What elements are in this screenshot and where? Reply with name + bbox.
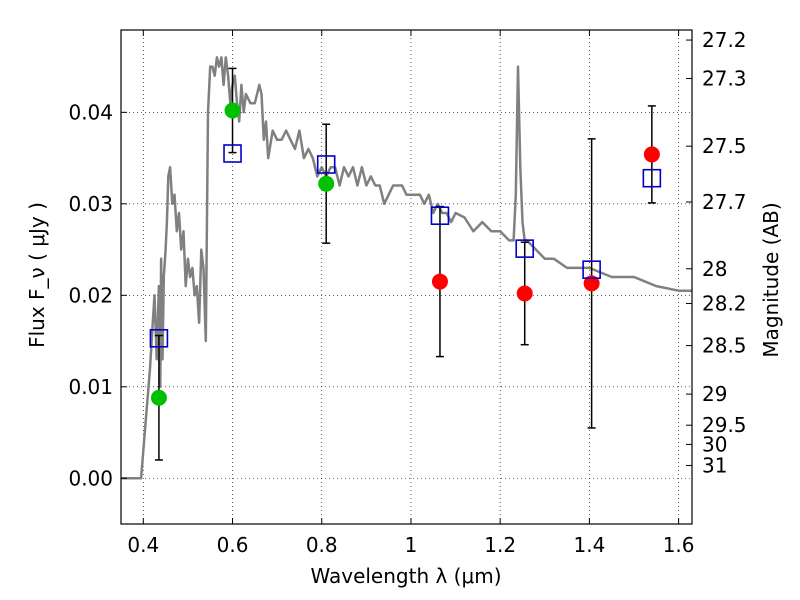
magnitude-tick-label: 27.7: [702, 190, 747, 214]
magnitude-tick-label: 27.3: [702, 66, 747, 90]
magnitude-tick-label: 28.5: [702, 334, 747, 358]
data-point-circle: [224, 102, 241, 119]
data-point-circle: [583, 275, 600, 292]
x-tick-label: 1.4: [573, 533, 605, 557]
model-point-square: [223, 144, 242, 163]
x-axis-title: Wavelength λ (μm): [310, 564, 501, 588]
y-tick-label: 0.00: [68, 466, 113, 490]
data-point-circle: [150, 389, 167, 406]
x-tick-label: 0.6: [217, 533, 249, 557]
y-axis-title: Flux F_ν ( μJy ): [25, 202, 49, 348]
y-tick-label: 0.02: [68, 283, 113, 307]
data-point-circle: [318, 175, 335, 192]
magnitude-tick-label: 29: [702, 382, 727, 406]
x-tick-label: 1.6: [663, 533, 695, 557]
x-tick-label: 1.2: [484, 533, 516, 557]
data-point-circle: [431, 273, 448, 290]
magnitude-tick-label: 28.2: [702, 292, 747, 316]
model-point-square: [316, 155, 336, 174]
plot-content: [121, 56, 692, 480]
x-tick-label: 0.8: [306, 533, 338, 557]
model-point-square: [642, 168, 662, 188]
x-tick-label: 0.4: [127, 533, 159, 557]
x-tick-label: 1: [405, 533, 418, 557]
model-point-square: [582, 260, 601, 279]
magnitude-tick-label: 31: [702, 453, 727, 477]
model-point-square: [515, 239, 535, 258]
magnitude-tick-label: 28: [702, 257, 727, 281]
magnitude-tick-label: 27.2: [702, 28, 747, 52]
data-point-circle: [643, 146, 660, 163]
magnitude-tick-label: 27.5: [702, 134, 747, 158]
x-axis: 0.4 0.6 0.8 1 1.2 1.4 1.6: [127, 30, 695, 557]
y-tick-label: 0.04: [68, 100, 113, 124]
magnitude-tick-label: 30: [702, 432, 727, 456]
spectrum-line: [121, 56, 692, 480]
plot-frame: [120, 29, 693, 525]
y-axis-flux: 0.00 0.01 0.02 0.03 0.04: [68, 100, 127, 490]
magnitude-tick-label: 29.5: [702, 413, 747, 437]
y-tick-label: 0.03: [68, 192, 113, 216]
y-tick-label: 0.01: [68, 375, 113, 399]
model-point-square: [430, 206, 450, 226]
model-point-square: [149, 328, 169, 348]
y2-axis-title: Magnitude (AB): [759, 202, 783, 357]
data-point-circle: [516, 285, 533, 302]
